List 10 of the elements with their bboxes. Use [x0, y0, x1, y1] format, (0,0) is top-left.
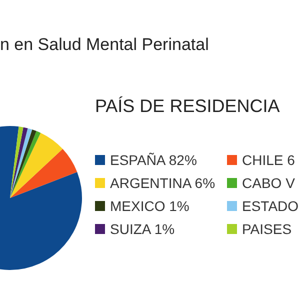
text: n en Salud Mental Perinatal	[0, 35, 209, 54]
legend-label: ARGENTINA 6%	[110, 175, 216, 191]
legend-label: ESTADO	[242, 198, 299, 214]
chart-title: PAÍS DE RESIDENCIA	[95, 96, 280, 116]
legend-label: CABO V	[242, 175, 296, 191]
legend-label: SUIZA 1%	[110, 221, 175, 237]
legend-label: ESPAÑA 82%	[110, 152, 197, 168]
legend-label: PAISES	[242, 221, 292, 237]
legend-label: CHILE 6	[242, 152, 296, 168]
legend-label: MEXICO 1%	[110, 198, 190, 214]
